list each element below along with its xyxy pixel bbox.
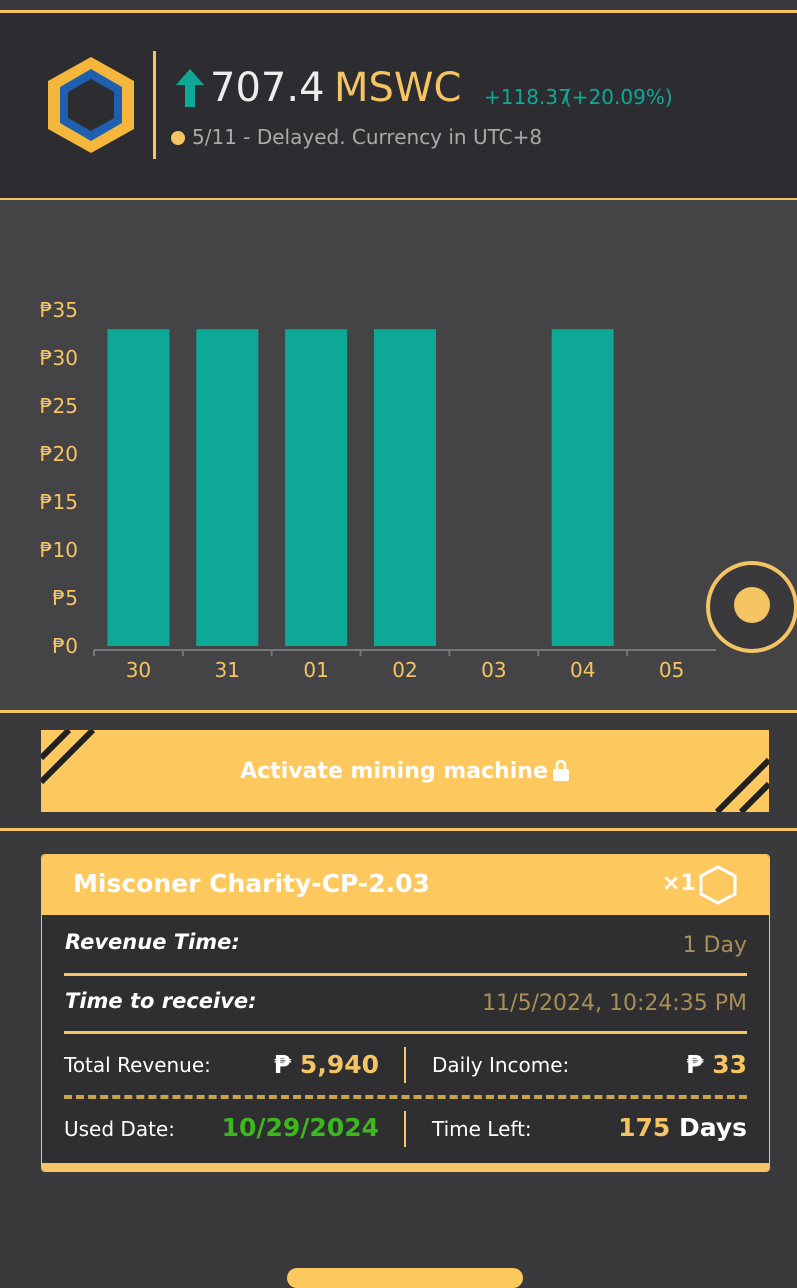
card-footer bbox=[42, 1163, 769, 1171]
support-icon bbox=[734, 587, 770, 623]
activate-button[interactable]: Activate mining machine bbox=[41, 730, 769, 812]
col-divider bbox=[404, 1111, 406, 1147]
time-left-label: Time Left: bbox=[432, 1117, 532, 1141]
change: +118.37 bbox=[484, 85, 571, 109]
lock-icon bbox=[552, 760, 569, 781]
x-tick-label: 05 bbox=[659, 658, 684, 682]
currency: MSWC bbox=[334, 65, 462, 111]
chart: ₱0 ₱5 ₱10 ₱15 ₱20 ₱25 ₱30 ₱35 30 31 01 02 03 04 05 bbox=[40, 298, 797, 682]
receive-time: 11/5/2024, 10:24:35 PM bbox=[482, 991, 747, 1016]
currency-symbol: ₱ bbox=[273, 1050, 292, 1079]
bar bbox=[285, 329, 348, 646]
bottom-button[interactable] bbox=[287, 1268, 523, 1288]
col-divider bbox=[404, 1047, 406, 1083]
dashed-line bbox=[64, 1095, 747, 1099]
used-date-label: Used Date: bbox=[64, 1117, 175, 1141]
divider bbox=[153, 51, 156, 159]
x-tick-label: 02 bbox=[392, 658, 417, 682]
logo bbox=[48, 57, 134, 153]
revenue-time: 1 Day bbox=[682, 933, 747, 958]
currency-symbol: ₱ bbox=[686, 1050, 704, 1079]
quantity: ×1 bbox=[662, 871, 696, 896]
x-tick-label: 04 bbox=[570, 658, 595, 682]
clock-icon bbox=[171, 131, 185, 145]
y-tick-label: ₱10 bbox=[40, 538, 78, 562]
bar bbox=[551, 329, 614, 646]
card-logo bbox=[699, 865, 737, 905]
time-left-unit: Days bbox=[678, 1113, 747, 1142]
revenue-time-label: Revenue Time: bbox=[65, 930, 240, 954]
x-tick-label: 31 bbox=[215, 658, 240, 682]
y-tick-label: ₱5 bbox=[53, 586, 78, 610]
card-title: Misconer Charity-CP-2.03 bbox=[73, 869, 430, 898]
x-tick-label: 03 bbox=[481, 658, 506, 682]
receive-label: Time to receive: bbox=[65, 989, 257, 1013]
stripes bbox=[41, 730, 769, 812]
y-tick-label: ₱0 bbox=[53, 634, 78, 658]
y-tick-label: ₱25 bbox=[40, 394, 78, 418]
up-arrow bbox=[176, 69, 204, 107]
total-revenue-label: Total Revenue: bbox=[64, 1053, 211, 1077]
y-tick-label: ₱15 bbox=[40, 490, 78, 514]
header: 707.4 MSWC +118.37 (+20.09%) 5/11 - Dela… bbox=[0, 10, 797, 201]
row-line bbox=[64, 973, 747, 976]
time-left: 175 bbox=[618, 1113, 671, 1142]
separator bbox=[0, 828, 797, 831]
button-label: Activate mining machine bbox=[240, 758, 548, 784]
bar bbox=[196, 329, 259, 646]
y-tick-label: ₱35 bbox=[40, 298, 78, 322]
card-header: Misconer Charity-CP-2.03 ×1 bbox=[42, 855, 769, 915]
x-tick-label: 01 bbox=[303, 658, 328, 682]
daily-income-label: Daily Income: bbox=[432, 1053, 570, 1077]
note: 5/11 - Delayed. Currency in UTC+8 bbox=[192, 125, 543, 149]
used-date: 10/29/2024 bbox=[221, 1113, 379, 1142]
price: 707.4 bbox=[210, 65, 325, 111]
bar bbox=[107, 329, 170, 646]
y-tick-label: ₱20 bbox=[40, 442, 78, 466]
x-tick-label: 30 bbox=[126, 658, 151, 682]
y-tick-label: ₱30 bbox=[40, 346, 78, 370]
chart-panel: ₱0 ₱5 ₱10 ₱15 ₱20 ₱25 ₱30 ₱35 30 31 01 02 03 04 05 bbox=[0, 200, 797, 713]
change-pct: (+20.09%) bbox=[564, 85, 673, 109]
machine-card: Misconer Charity-CP-2.03 ×1 Revenue Time… bbox=[41, 854, 770, 1172]
daily-income: 33 bbox=[712, 1050, 747, 1079]
row-line bbox=[64, 1031, 747, 1034]
total-revenue: 5,940 bbox=[299, 1050, 379, 1079]
bar bbox=[374, 329, 436, 646]
